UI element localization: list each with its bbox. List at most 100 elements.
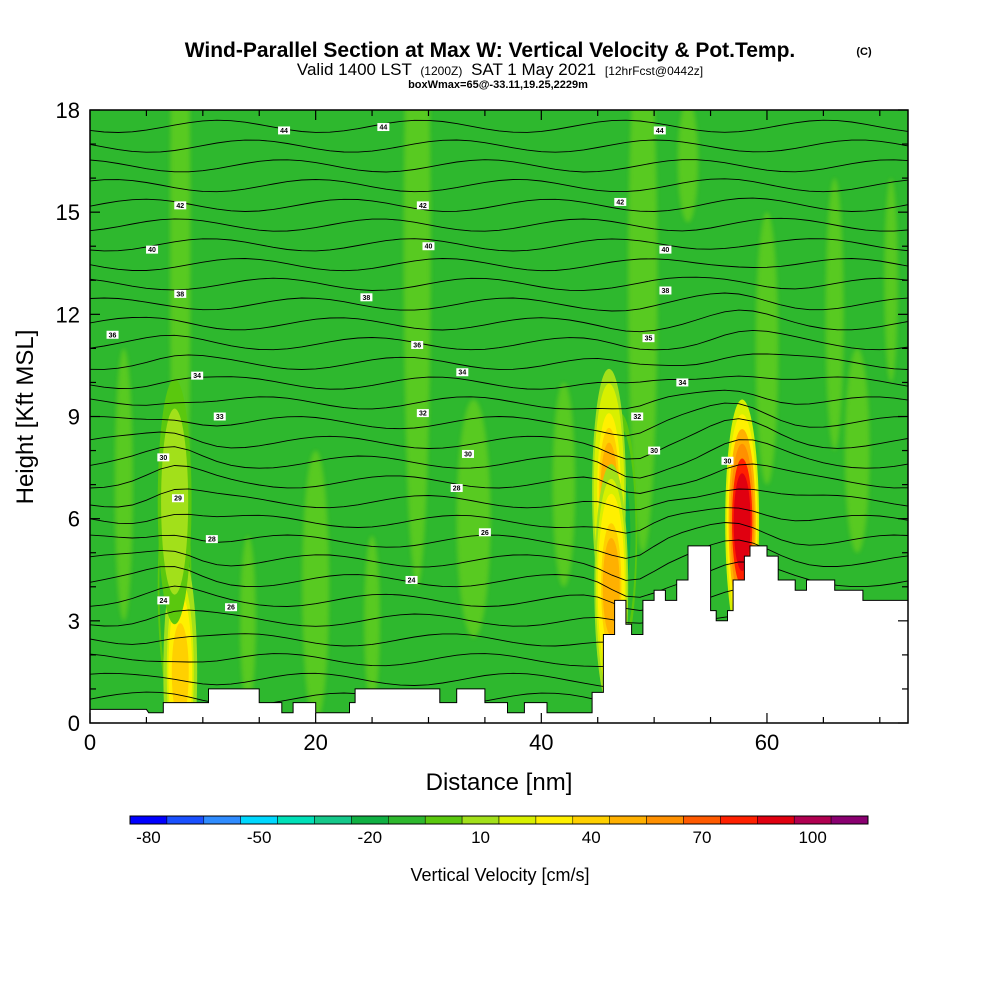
theta-label-text: 44 xyxy=(280,128,288,135)
theta-contour-16 xyxy=(90,375,908,390)
colorbar-tick-label: 10 xyxy=(471,828,490,847)
theta-label-text: 30 xyxy=(159,455,167,462)
colorbar-swatch xyxy=(757,815,795,825)
theta-contour-7 xyxy=(90,539,908,581)
theta-contour-24 xyxy=(90,217,908,232)
y-tick-label: 9 xyxy=(68,405,80,430)
theta-label-14: 35 xyxy=(642,334,655,343)
theta-label-text: 40 xyxy=(662,247,670,254)
x-axis-label: Distance [nm] xyxy=(426,769,573,796)
velocity-field-light-streaks xyxy=(114,110,898,723)
theta-label-bg xyxy=(157,453,170,462)
theta-label-16: 34 xyxy=(456,368,469,377)
theta-label-13: 36 xyxy=(411,340,424,349)
theta-contour-22 xyxy=(90,258,908,272)
plot-area: 44 44 44 42 42 42 40 40 40 38 38 38 36 36 35 34 34 34 33 32… xyxy=(90,110,908,723)
theta-contour-20 xyxy=(90,292,908,312)
theta-label-bg xyxy=(642,334,655,343)
theta-label-bg xyxy=(648,446,661,455)
theta-label-bg xyxy=(377,123,390,132)
theta-label-18: 33 xyxy=(213,412,226,421)
theta-label-bg xyxy=(106,330,119,339)
theta-contour-26 xyxy=(90,178,908,193)
colorbar-swatch xyxy=(388,815,426,825)
theta-label-11: 38 xyxy=(659,286,672,295)
theta-label-bg xyxy=(174,201,187,210)
theta-label-15: 34 xyxy=(191,371,204,380)
theta-label-12: 36 xyxy=(106,330,119,339)
theta-label-bg xyxy=(213,412,226,421)
colorbar-swatch xyxy=(609,815,647,825)
colorbar-swatch xyxy=(166,815,205,825)
subtitle-utc: (1200Z) xyxy=(420,64,462,78)
colorbar-tick-label: 40 xyxy=(582,828,601,847)
theta-contour-29 xyxy=(90,119,908,133)
theta-label-19: 32 xyxy=(416,409,429,418)
colorbar-tick-label: -50 xyxy=(247,828,272,847)
theta-label-7: 40 xyxy=(422,242,435,251)
theta-label-text: 30 xyxy=(464,451,472,458)
theta-label-text: 30 xyxy=(724,458,732,465)
subtitle-date: SAT 1 May 2021 xyxy=(471,60,596,79)
theta-contour-9 xyxy=(90,507,908,534)
theta-label-text: 28 xyxy=(208,537,216,544)
theta-label-27: 28 xyxy=(205,535,218,544)
velocity-streak-9 xyxy=(240,535,256,706)
theta-label-text: 29 xyxy=(174,496,182,503)
theta-contour-8 xyxy=(90,522,908,559)
y-tick-label: 0 xyxy=(68,711,80,736)
theta-label-28: 26 xyxy=(478,528,491,537)
y-tick-label: 12 xyxy=(56,302,80,327)
theta-label-8: 40 xyxy=(659,245,672,254)
theta-label-text: 35 xyxy=(645,336,653,343)
theta-contour-14 xyxy=(90,402,908,437)
theta-label-21: 30 xyxy=(157,453,170,462)
colorbar-swatch xyxy=(830,815,869,825)
theta-label-text: 42 xyxy=(419,203,427,210)
theta-contour-11 xyxy=(90,463,908,494)
colorbar-swatch xyxy=(646,815,684,825)
colorbar-swatch xyxy=(240,815,278,825)
theta-label-text: 34 xyxy=(678,380,686,387)
x-axis: 0 20 40 60 xyxy=(84,110,881,755)
theta-label-bg xyxy=(456,368,469,377)
theta-label-bg xyxy=(422,242,435,251)
theta-label-bg xyxy=(157,596,170,605)
velocity-streak-7 xyxy=(825,178,844,451)
colorbar-tick-label: 100 xyxy=(798,828,826,847)
updraft-level-5 xyxy=(733,473,751,571)
theta-label-text: 42 xyxy=(616,199,624,206)
theta-label-1: 44 xyxy=(377,123,390,132)
theta-contour-13 xyxy=(90,418,908,460)
theta-label-31: 26 xyxy=(225,603,238,612)
potential-temperature-labels: 44 44 44 42 42 42 40 40 40 38 38 38 36 36 35 34 34 34 33 32… xyxy=(106,123,734,612)
terrain xyxy=(90,545,908,723)
colorbar-swatch xyxy=(314,815,352,825)
theta-contour-23 xyxy=(90,238,908,252)
theta-label-bg xyxy=(411,340,424,349)
colorbar-swatch xyxy=(461,815,500,825)
subtitle-valid: Valid 1400 LST xyxy=(297,60,412,79)
info-line: boxWmax=65@-33.11,19.25,2229m xyxy=(408,79,588,91)
theta-label-text: 32 xyxy=(419,411,427,418)
colorbar-title: Vertical Velocity [cm/s] xyxy=(410,865,589,885)
theta-contour-15 xyxy=(90,389,908,410)
theta-label-bg xyxy=(450,484,463,493)
theta-label-5: 42 xyxy=(614,197,627,206)
theta-label-text: 30 xyxy=(650,448,658,455)
theta-label-bg xyxy=(659,245,672,254)
y-tick-label: 18 xyxy=(56,98,80,123)
colorbar: -80 -50 -20 10 40 70 100 xyxy=(129,815,869,847)
y-tick-label: 6 xyxy=(68,507,80,532)
theta-label-text: 26 xyxy=(481,530,489,537)
velocity-streak-8 xyxy=(552,382,576,587)
theta-label-text: 38 xyxy=(176,291,184,298)
colorbar-swatch xyxy=(720,815,758,825)
y-tick-label: 3 xyxy=(68,609,80,634)
colorbar-swatch xyxy=(535,815,574,825)
theta-label-text: 24 xyxy=(408,577,416,584)
theta-label-30: 24 xyxy=(405,575,418,584)
theta-contour-17 xyxy=(90,353,908,370)
